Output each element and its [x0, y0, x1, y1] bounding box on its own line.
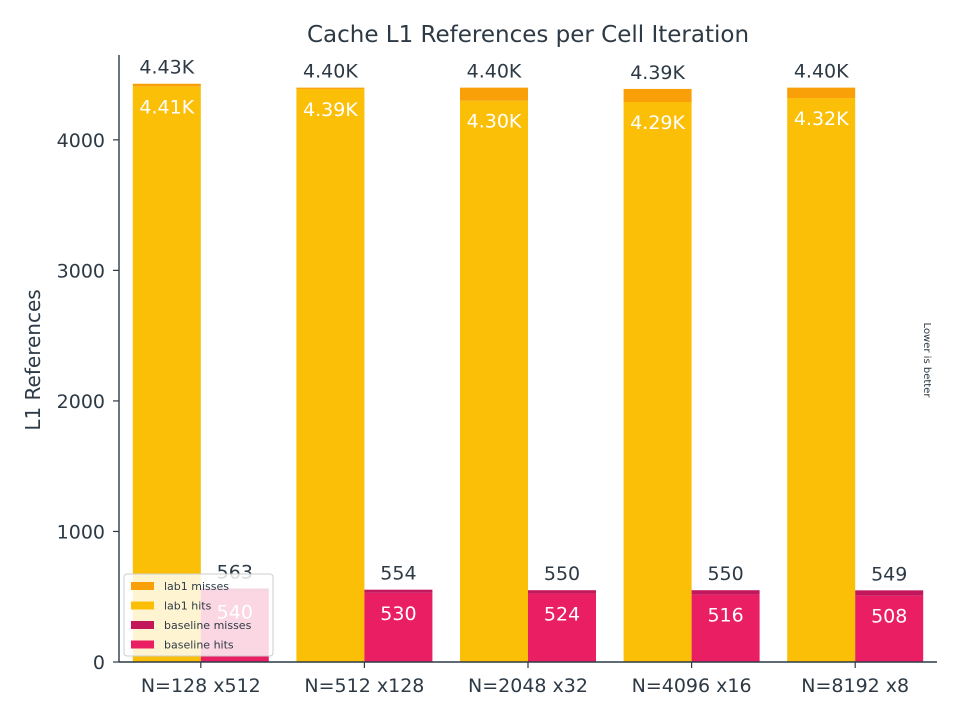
bar-lab1-hits-3: [623, 101, 692, 663]
data-label-baseline-total-1: 554: [380, 563, 416, 585]
data-label-baseline-hits-1: 530: [380, 603, 416, 625]
bar-lab1-misses-3: [623, 88, 692, 102]
data-label-lab1-total-2: 4.40K: [467, 61, 522, 83]
bar-baseline-hits-1: [364, 592, 433, 662]
bar-lab1-hits-2: [460, 100, 528, 662]
bar-lab1-misses-4: [787, 87, 856, 99]
bar-baseline-misses-2: [528, 590, 596, 594]
legend-label-1: lab1 hits: [164, 600, 212, 613]
bar-lab1-hits-1: [296, 88, 365, 663]
legend-label-2: baseline misses: [164, 619, 252, 632]
bar-lab1-hits-4: [787, 98, 856, 663]
data-label-lab1-hits-2: 4.30K: [467, 111, 522, 133]
axes-layer: N=128 x512 N=512 x128 N=2048 x32 N=4096 x16…: [57, 55, 937, 697]
data-label-baseline-hits-4: 508: [871, 606, 907, 628]
y-tick-label-1: 1000: [57, 521, 105, 543]
x-tick-label-3: N=4096 x16: [632, 675, 752, 697]
x-tick-label-0: N=128 x512: [141, 675, 261, 697]
data-label-lab1-total-3: 4.39K: [630, 62, 685, 84]
bar-lab1-misses-1: [296, 87, 365, 89]
legend-label-0: lab1 misses: [164, 580, 229, 593]
bar-lab1-misses-0: [132, 83, 201, 87]
bar-baseline-misses-3: [691, 590, 760, 595]
x-tick-label-4: N=8192 x8: [801, 675, 909, 697]
bar-lab1-hits-0: [132, 86, 201, 662]
data-label-baseline-total-3: 550: [707, 563, 743, 585]
data-label-baseline-total-2: 550: [544, 563, 580, 585]
x-tick-label-2: N=2048 x32: [468, 675, 588, 697]
legend-label-3: baseline hits: [164, 639, 234, 652]
y-tick-label-3: 3000: [57, 260, 105, 282]
data-label-baseline-hits-3: 516: [707, 605, 743, 627]
bar-baseline-hits-3: [691, 594, 760, 662]
bar-baseline-hits-4: [855, 595, 924, 662]
y-tick-label-4: 4000: [57, 130, 105, 152]
bar-baseline-misses-4: [855, 590, 924, 596]
data-label-lab1-total-4: 4.40K: [794, 61, 849, 83]
data-label-baseline-total-4: 549: [871, 563, 907, 585]
data-label-lab1-hits-4: 4.32K: [794, 108, 849, 130]
side-note: Lower is better: [921, 323, 932, 399]
legend-swatch-0: [131, 582, 154, 590]
bar-baseline-misses-1: [364, 589, 433, 593]
data-label-lab1-hits-1: 4.39K: [303, 99, 358, 121]
data-label-lab1-hits-0: 4.41K: [139, 96, 194, 118]
data-label-baseline-hits-2: 524: [544, 604, 580, 626]
legend-swatch-3: [131, 640, 154, 649]
y-tick-label-2: 2000: [57, 391, 105, 413]
data-label-lab1-hits-3: 4.29K: [630, 112, 685, 134]
x-tick-label-1: N=512 x128: [304, 675, 424, 697]
legend-swatch-1: [131, 601, 154, 610]
y-tick-label-0: 0: [93, 652, 105, 674]
legend-box: [123, 573, 274, 657]
chart-title: Cache L1 References per Cell Iteration: [307, 22, 749, 48]
data-label-lab1-total-1: 4.40K: [303, 61, 358, 83]
y-axis-title: L1 References: [21, 289, 45, 430]
legend-swatch-2: [131, 621, 154, 629]
legend: lab1 misses lab1 hits baseline misses basel…: [123, 573, 274, 657]
data-label-lab1-total-0: 4.43K: [139, 57, 194, 79]
bar-baseline-hits-2: [528, 593, 596, 662]
bar-lab1-misses-2: [460, 87, 528, 101]
